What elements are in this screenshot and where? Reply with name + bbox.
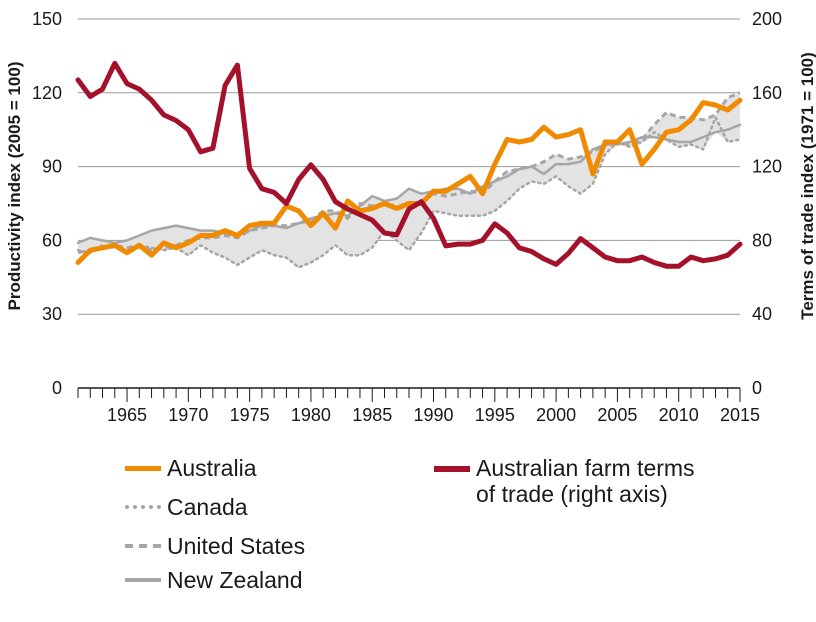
legend-swatch-canada	[125, 494, 161, 520]
series-line-new-zealand	[76, 123, 742, 245]
series-lines	[75, 60, 743, 269]
legend-item-united-states: United States	[125, 533, 305, 559]
axes: 0 30 60 90 120 150 0 40 80 120 160 200 1965 1970 1975 1…	[32, 9, 782, 425]
x-tick-label: 1995	[475, 405, 515, 425]
y-left-tick-label: 60	[42, 230, 62, 250]
x-tick-label: 1990	[413, 405, 453, 425]
x-tick-label: 1965	[107, 405, 147, 425]
y-left-tick-label: 150	[32, 9, 62, 29]
y-left-tick-label: 30	[42, 304, 62, 324]
legend-swatch-terms-of-trade	[434, 455, 470, 481]
y-left-tick-label: 120	[32, 83, 62, 103]
y-right-tick-label: 120	[752, 157, 782, 177]
series-line-australia	[75, 97, 743, 265]
y-right-tick-label: 80	[752, 230, 772, 250]
x-tick-label: 1970	[168, 405, 208, 425]
legend-label-terms-line1: Australian farm terms	[476, 455, 695, 481]
y-left-tick-label: 0	[52, 378, 62, 398]
x-tick-label: 2010	[659, 405, 699, 425]
chart: 0 30 60 90 120 150 0 40 80 120 160 200 1965 1970 1975 1…	[5, 9, 816, 425]
x-tick-label: 2000	[536, 405, 576, 425]
legend-label-terms-of-trade: Australian farm terms of trade (right ax…	[476, 455, 695, 507]
y-right-tick-label: 0	[752, 378, 762, 398]
y-left-tick-label: 90	[42, 157, 62, 177]
series-line-canada	[76, 116, 742, 269]
legend-label-terms-line2: of trade (right axis)	[476, 481, 668, 507]
legend-label-australia: Australia	[167, 455, 257, 481]
legend-item-australia: Australia	[125, 455, 256, 481]
gridlines	[78, 18, 740, 315]
y-right-tick-label: 200	[752, 9, 782, 29]
x-tick-label: 2015	[720, 405, 760, 425]
legend-label-canada: Canada	[167, 494, 248, 520]
y-left-axis-title: Productivity index (2005 = 100)	[5, 62, 24, 311]
legend-label-new-zealand: New Zealand	[167, 567, 303, 593]
legend-swatch-australia	[125, 455, 161, 481]
y-right-axis-title: Terms of trade index (1971 = 100)	[798, 52, 816, 320]
shaded-range-band	[78, 92, 740, 268]
legend-swatch-new-zealand	[125, 567, 161, 593]
legend-item-new-zealand: New Zealand	[125, 567, 303, 593]
y-right-tick-label: 160	[752, 83, 782, 103]
series-line-australian-farm-terms-of-trade-right-axis	[75, 60, 743, 269]
x-tick-label: 1980	[291, 405, 331, 425]
legend-item-canada: Canada	[125, 494, 248, 520]
legend-item-terms-of-trade: Australian farm terms of trade (right ax…	[434, 455, 695, 507]
legend-label-united-states: United States	[167, 533, 306, 559]
x-tick-label: 2005	[597, 405, 637, 425]
x-tick-label: 1985	[352, 405, 392, 425]
x-tick-label: 1975	[230, 405, 270, 425]
legend-swatch-united-states	[125, 533, 161, 559]
y-right-tick-label: 40	[752, 304, 772, 324]
